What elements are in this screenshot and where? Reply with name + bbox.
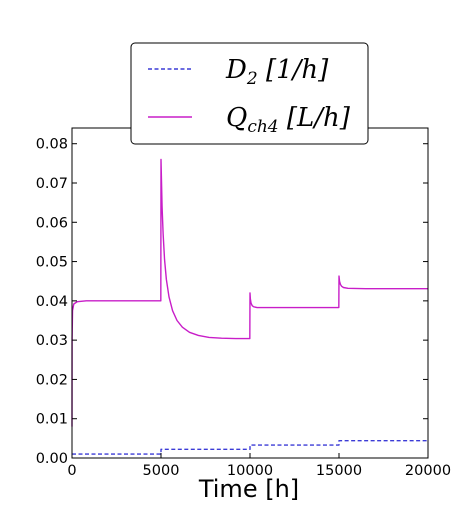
- legend-label-sub: 2: [246, 69, 258, 89]
- y-tick-label: 0.08: [36, 137, 68, 153]
- y-tick-label: 0.01: [36, 412, 68, 428]
- axes: 0 5000 10000 15000 20000 0.00 0.01 0.02 0.03 0.04…: [36, 127, 451, 479]
- legend-label-sub: ch4: [247, 117, 278, 137]
- x-tick-label: 5000: [143, 463, 180, 479]
- x-tick-label: 15000: [316, 463, 362, 479]
- plot-area: [71, 158, 428, 455]
- y-tick-label: 0.07: [36, 176, 68, 192]
- legend: D2 [1/h] Qch4 [L/h]: [130, 42, 369, 145]
- x-axis-label: Time [h]: [198, 475, 299, 503]
- x-tick-label: 20000: [405, 463, 451, 479]
- legend-label-2: Qch4 [L/h]: [226, 103, 351, 137]
- x-tick-label: 0: [67, 463, 76, 479]
- legend-label-1: D2 [1/h]: [225, 55, 329, 89]
- series-line-1: [72, 440, 428, 455]
- series-line-2: [71, 158, 428, 427]
- legend-label-main: Q: [226, 103, 247, 133]
- x-tick-label: 10000: [227, 463, 273, 479]
- legend-label-unit: [L/h]: [279, 103, 351, 133]
- y-tick-label: 0.03: [36, 333, 68, 349]
- y-tick-label: 0.06: [36, 215, 68, 231]
- legend-label-main: D: [225, 55, 247, 85]
- y-tick-label: 0.00: [36, 451, 68, 467]
- legend-label-unit: [1/h]: [258, 55, 329, 85]
- y-tick-label: 0.04: [36, 294, 68, 310]
- y-tick-label: 0.05: [36, 255, 68, 271]
- y-tick-label: 0.02: [36, 372, 68, 388]
- legend-box: [130, 42, 369, 145]
